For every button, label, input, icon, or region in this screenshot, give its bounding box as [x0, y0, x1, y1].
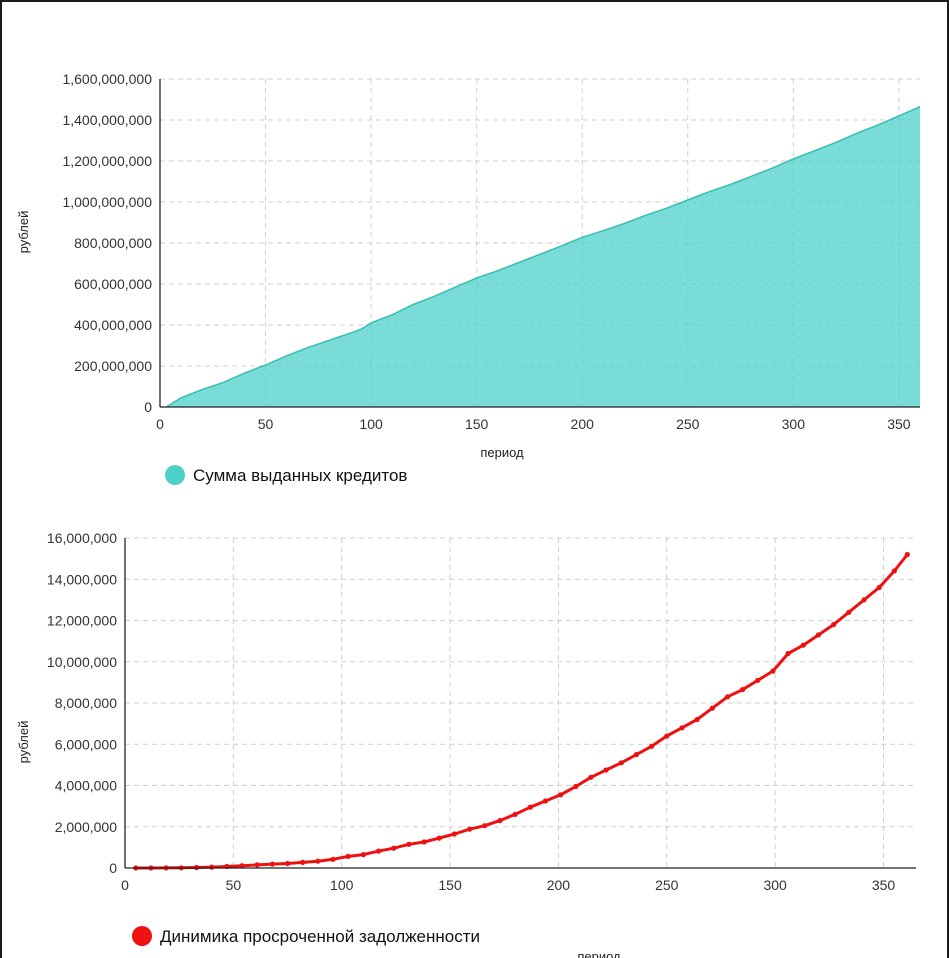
- x-axis-label: период: [480, 445, 524, 460]
- data-point: [451, 831, 457, 837]
- data-point: [831, 622, 837, 628]
- data-point: [815, 632, 822, 638]
- data-point: [284, 860, 291, 867]
- data-point: [755, 677, 761, 683]
- data-point: [300, 859, 306, 865]
- data-point: [406, 841, 412, 847]
- data-point: [360, 852, 366, 858]
- data-point: [512, 811, 518, 817]
- y-tick-label: 1,600,000,000: [62, 71, 152, 87]
- chart1-legend[interactable]: Сумма выданных кредитов: [165, 465, 407, 485]
- data-point: [391, 845, 397, 851]
- data-point: [345, 853, 351, 859]
- data-point: [558, 792, 564, 798]
- line-series: [135, 553, 909, 870]
- y-axis-label: рублей: [16, 211, 31, 254]
- chart2-grid: [125, 537, 916, 868]
- y-tick-label: 10,000,000: [47, 654, 117, 670]
- data-point: [573, 783, 579, 790]
- area-series-fill: [166, 106, 921, 407]
- data-point: [588, 774, 594, 780]
- data-point: [603, 767, 609, 773]
- y-tick-label: 600,000,000: [74, 276, 152, 292]
- legend-label[interactable]: Динимика просроченной задолженности: [160, 927, 480, 946]
- y-tick-label: 8,000,000: [55, 695, 117, 711]
- data-point: [904, 551, 910, 558]
- y-tick-label: 1,000,000,000: [62, 194, 152, 210]
- x-tick-label: 100: [359, 416, 383, 432]
- x-tick-label: 250: [676, 416, 700, 432]
- data-point: [527, 804, 533, 810]
- y-tick-label: 6,000,000: [55, 736, 117, 752]
- chart2-legend[interactable]: Динимика просроченной задолженности: [132, 926, 480, 946]
- data-point: [649, 743, 655, 749]
- x-tick-label: 50: [226, 877, 242, 893]
- data-point: [467, 826, 473, 832]
- y-tick-label: 200,000,000: [74, 358, 152, 374]
- y-tick-label: 16,000,000: [47, 530, 117, 546]
- x-tick-label: 150: [438, 877, 462, 893]
- x-tick-label: 150: [465, 416, 489, 432]
- x-tick-label: 250: [655, 877, 679, 893]
- x-tick-label: 350: [872, 877, 896, 893]
- data-point: [269, 861, 275, 867]
- loans-area-chart: 0 50 100 150 200 250 300 350 0 200,000,000 400,000…: [16, 71, 921, 485]
- data-point: [740, 687, 746, 693]
- x-tick-label: 100: [330, 877, 354, 893]
- y-tick-label: 12,000,000: [47, 613, 117, 629]
- data-point: [376, 848, 382, 854]
- x-tick-label: 0: [121, 877, 129, 893]
- y-tick-label: 400,000,000: [74, 317, 152, 333]
- data-point: [421, 839, 427, 845]
- data-point: [436, 835, 442, 841]
- data-point: [542, 798, 549, 804]
- legend-marker-icon[interactable]: [165, 465, 185, 485]
- y-tick-label: 1,200,000,000: [62, 153, 152, 169]
- y-tick-label: 0: [109, 860, 117, 876]
- y-tick-label: 800,000,000: [74, 235, 152, 251]
- y-tick-label: 4,000,000: [55, 778, 117, 794]
- data-point: [724, 694, 731, 700]
- x-tick-label: 200: [547, 877, 571, 893]
- y-tick-label: 0: [144, 399, 152, 415]
- x-tick-label: 50: [258, 416, 274, 432]
- data-point: [633, 752, 640, 758]
- data-point: [254, 862, 260, 868]
- x-axis-label: период: [577, 949, 621, 958]
- x-tick-label: 300: [763, 877, 787, 893]
- data-point: [709, 705, 715, 711]
- data-point: [770, 668, 776, 674]
- data-point: [330, 856, 336, 862]
- data-point: [846, 609, 852, 615]
- y-tick-label: 1,400,000,000: [62, 112, 152, 128]
- area-series-line: [165, 106, 921, 408]
- data-point: [497, 818, 503, 824]
- y-axis-label: рублей: [16, 721, 31, 764]
- legend-label[interactable]: Сумма выданных кредитов: [193, 466, 407, 485]
- x-tick-label: 200: [571, 416, 595, 432]
- data-point: [891, 568, 897, 574]
- data-point: [694, 716, 700, 723]
- legend-marker-icon[interactable]: [132, 926, 152, 946]
- data-point: [482, 823, 488, 829]
- data-point: [679, 725, 685, 731]
- data-point: [664, 733, 670, 739]
- data-point: [239, 863, 245, 869]
- y-tick-label: 2,000,000: [55, 819, 117, 835]
- data-point: [209, 864, 215, 870]
- data-point: [876, 584, 882, 591]
- data-point: [800, 642, 806, 648]
- data-point: [785, 650, 791, 657]
- x-tick-label: 300: [782, 416, 806, 432]
- y-tick-label: 14,000,000: [47, 571, 117, 587]
- data-point: [618, 760, 624, 766]
- data-point: [861, 597, 867, 603]
- x-tick-label: 0: [156, 416, 164, 432]
- x-tick-label: 350: [887, 416, 911, 432]
- data-point: [315, 858, 321, 864]
- overdue-line-chart: 0 50 100 150 200 250 300 350 0 2,000,000 4,000,000…: [16, 530, 916, 958]
